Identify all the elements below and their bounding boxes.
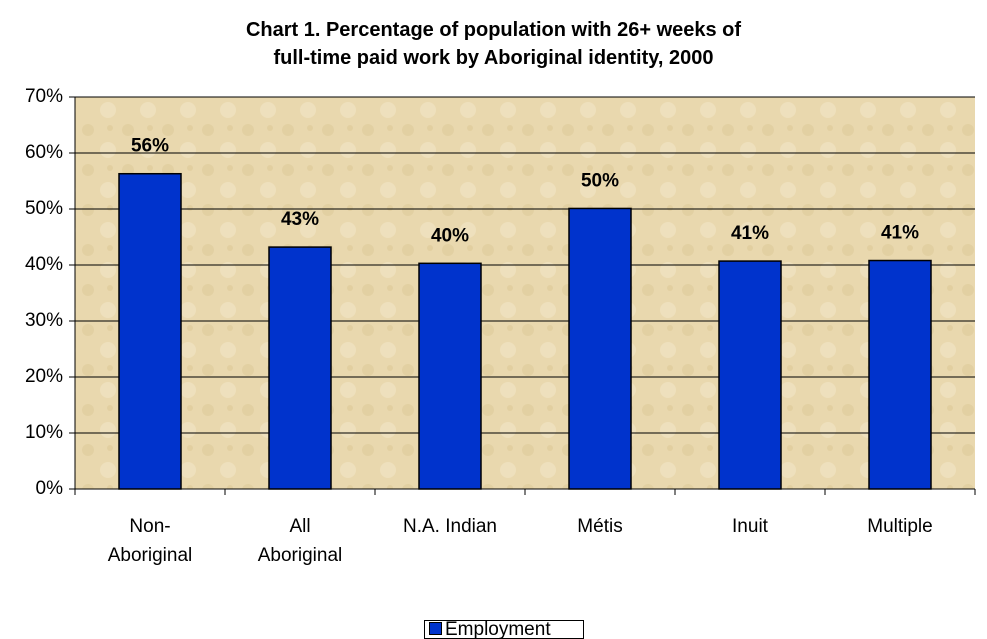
bar: [568, 207, 632, 490]
x-tick-label: Métis: [577, 516, 623, 537]
bar: [418, 262, 482, 490]
x-tick-label: N.A. Indian: [403, 516, 497, 537]
y-tick-label: 60%: [25, 142, 63, 163]
y-tick-label: 70%: [25, 86, 63, 107]
data-label: 50%: [581, 170, 619, 191]
bar: [268, 246, 332, 490]
x-tick-label: All Aboriginal: [257, 516, 343, 566]
y-tick-label: 50%: [25, 198, 63, 219]
legend-label: Employment rate: [425, 619, 551, 639]
plot-background: [75, 97, 975, 489]
y-tick-label: 20%: [25, 366, 63, 387]
data-label: 41%: [881, 223, 919, 244]
legend-swatch: [429, 622, 442, 635]
data-label: 56%: [131, 136, 169, 157]
data-label: 43%: [281, 209, 319, 230]
x-tick-label: Multiple: [867, 516, 933, 537]
bar: [118, 172, 182, 490]
y-tick-label: 10%: [25, 422, 63, 443]
chart-title: Chart 1. Percentage of population with 2…: [245, 19, 742, 69]
bar: [868, 259, 932, 490]
data-label: 40%: [431, 225, 469, 246]
legend: Employment rate: [424, 620, 584, 639]
bar: [718, 260, 782, 490]
y-tick-label: 40%: [25, 254, 63, 275]
x-tick-label: Inuit: [732, 516, 768, 537]
x-tick-label: Non- Aboriginal: [107, 516, 193, 566]
y-tick-label: 30%: [25, 310, 63, 331]
y-tick-label: 0%: [36, 478, 64, 499]
data-label: 41%: [731, 223, 769, 244]
